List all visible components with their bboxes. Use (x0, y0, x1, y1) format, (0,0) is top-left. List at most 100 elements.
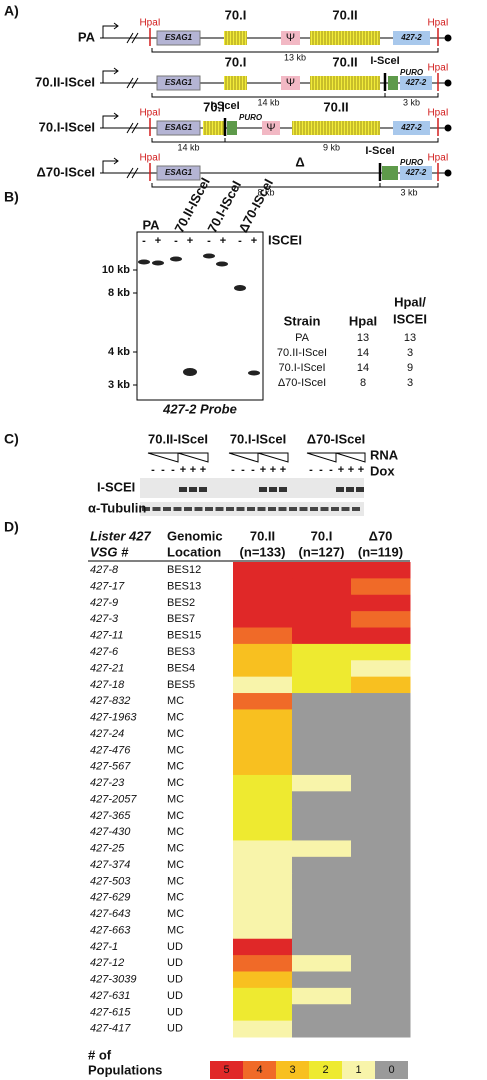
legend-swatch (375, 1061, 408, 1079)
hpai-label: HpaI (139, 153, 160, 164)
vsg-box (400, 166, 432, 180)
heat-cell (233, 643, 293, 661)
band (320, 507, 329, 511)
group-label: 70.I-ISceI (230, 431, 286, 446)
legend-swatch (276, 1061, 309, 1079)
heat-cell (292, 955, 352, 972)
heat-cell (351, 889, 411, 907)
heat-cell (233, 889, 293, 907)
heat-cell (292, 807, 352, 825)
construct-name: 70.I-ISceI (39, 119, 95, 134)
size-label: 14 kb (177, 142, 199, 152)
heat-cell (351, 627, 411, 645)
heat-cell (233, 693, 293, 710)
dox-sign: + (270, 464, 276, 476)
treatment-sign: - (174, 235, 178, 247)
legend-swatch (342, 1061, 375, 1079)
table-cell: 70.II-ISceI (277, 347, 327, 359)
repeats-70i-label: 70.I (225, 54, 247, 69)
vsg-id: 427-23 (90, 777, 125, 789)
location: MC (167, 924, 184, 936)
heat-cell (233, 922, 293, 940)
heat-cell (233, 955, 293, 972)
puro-label: PURO (239, 113, 263, 122)
heat-cell (292, 938, 352, 956)
treatment-sign: - (207, 235, 211, 247)
dox-sign: + (190, 464, 196, 476)
hpai-label: HpaI (139, 18, 160, 29)
location: BES4 (167, 662, 195, 674)
heat-cell (351, 873, 411, 891)
panel-label: C) (4, 431, 19, 447)
heat-cell (292, 791, 352, 809)
location: BES3 (167, 646, 195, 658)
pseudogene-label: Ψ (266, 122, 275, 134)
table-header: HpaI (349, 313, 377, 328)
heat-cell (351, 1004, 411, 1022)
band (142, 507, 150, 511)
heat-cell (292, 840, 352, 858)
telomere (444, 169, 452, 177)
puro-box (382, 166, 398, 180)
table-cell: 9 (407, 362, 413, 374)
size-marker: 8 kb (108, 287, 130, 299)
size-label: 8 kb (257, 187, 274, 197)
vsg-id: 427-1 (90, 941, 118, 953)
heat-cell (351, 562, 411, 579)
treatment-sign: + (251, 235, 257, 247)
gel-bands (138, 253, 260, 376)
dox-sign: - (309, 464, 313, 476)
heat-cell (233, 562, 293, 579)
repeats-70i (224, 31, 247, 45)
heat-cell (351, 742, 411, 760)
heat-cell (351, 643, 411, 661)
vsg-id: 427-476 (90, 744, 131, 756)
band (247, 507, 255, 511)
telomere (444, 124, 452, 132)
location: MC (167, 744, 184, 756)
heat-cell (292, 660, 352, 678)
band (215, 507, 224, 511)
break (126, 167, 139, 179)
band (173, 507, 182, 511)
vsg-id: 427-6 (90, 646, 119, 658)
rt-pcr-gel (140, 452, 366, 516)
vsg-id: 427-17 (90, 580, 125, 592)
location: UD (167, 974, 183, 986)
band (205, 507, 213, 511)
heat-cell (292, 774, 352, 792)
heat-cell (351, 725, 411, 743)
location: MC (167, 712, 184, 724)
heat-cell (292, 611, 352, 629)
promoter-arrow (102, 157, 119, 173)
pseudogene-label: Ψ (286, 77, 295, 89)
treatment-sign: + (187, 235, 193, 247)
hpai-label: HpaI (427, 18, 448, 29)
legend-label: 2 (322, 1064, 328, 1076)
hpai-label: HpaI (427, 63, 448, 74)
heat-cell (292, 987, 352, 1005)
heat-cell (292, 725, 352, 743)
band (289, 507, 297, 511)
column-header: (n=119) (358, 544, 403, 559)
band (331, 507, 339, 511)
esag1-label: ESAG1 (165, 33, 193, 42)
vsg-id: 427-9 (90, 597, 118, 609)
hpai-label: HpaI (427, 153, 448, 164)
heat-cell (292, 824, 352, 841)
construct-name: Δ70-ISceI (37, 164, 96, 179)
dox-sign: + (338, 464, 344, 476)
legend-swatch (309, 1061, 342, 1079)
pseudogene-label: Ψ (286, 32, 295, 44)
location: MC (167, 892, 184, 904)
vsg-label: 427-2 (400, 33, 422, 42)
heat-cell (351, 791, 411, 809)
column-header: 70.I (311, 528, 333, 543)
break (126, 32, 139, 44)
table-cell: 3 (407, 347, 413, 359)
heat-cell (351, 660, 411, 678)
band (299, 507, 308, 511)
dox-sign: - (161, 464, 165, 476)
heat-cell (233, 807, 293, 825)
vsg-id: 427-11 (90, 630, 123, 642)
